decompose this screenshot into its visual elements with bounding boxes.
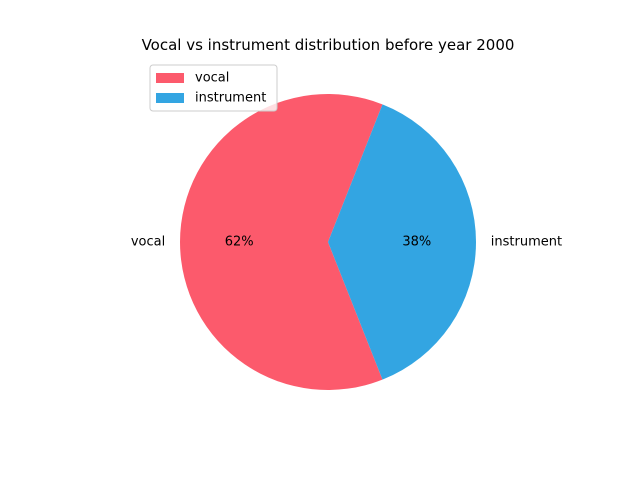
pie-slice-instrument [328,104,477,380]
chart-title: Vocal vs instrument distribution before … [142,36,515,54]
chart-legend: vocal instrument [149,64,278,112]
slice-percent-instrument: 38% [402,235,431,250]
slice-label-vocal: vocal [131,235,165,250]
pie-labels: vocal 62% instrument 38% [131,235,562,250]
legend-label-vocal: vocal [195,71,229,86]
legend-label-instrument: instrument [195,91,266,106]
legend-swatch-instrument [156,93,184,103]
pie-slice-vocal [180,93,383,390]
slice-percent-vocal: 62% [225,235,254,250]
slice-label-instrument: instrument [491,235,562,250]
legend-swatch-vocal [156,73,184,83]
pie-slices [180,93,477,390]
